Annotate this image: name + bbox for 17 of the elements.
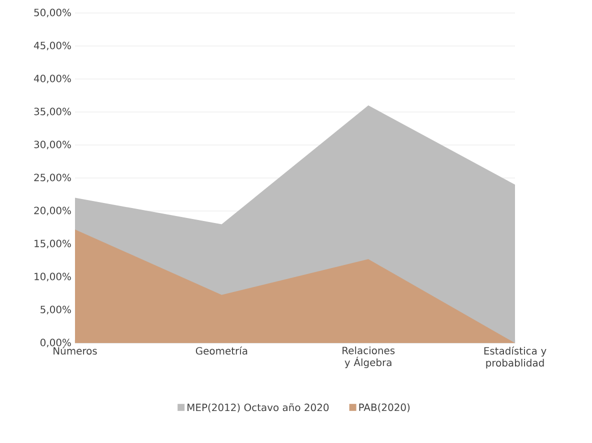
legend-label: PAB(2020) <box>359 403 410 412</box>
y-tick-label: 45,00% <box>34 42 71 50</box>
y-tick-label: 10,00% <box>34 272 71 282</box>
y-tick-label: 15,00% <box>34 240 71 248</box>
legend-label: MEP(2012) Octavo año 2020 <box>188 403 329 412</box>
x-tick-label: Estadística y probablidad <box>484 346 546 369</box>
x-tick-label: Números <box>54 346 97 355</box>
y-tick-label: 25,00% <box>34 174 71 182</box>
y-tick-label: 5,00% <box>40 306 71 314</box>
y-tick-label: 50,00% <box>34 8 71 18</box>
x-tick-label: Relaciones y Álgebra <box>342 346 395 368</box>
x-tick-label: Geometría <box>196 346 248 355</box>
y-tick-label: 20,00% <box>34 206 71 216</box>
y-tick-label: 30,00% <box>34 140 71 150</box>
y-tick-label: 0,00% <box>40 338 71 348</box>
y-tick-label: 35,00% <box>34 108 71 116</box>
y-tick-label: 40,00% <box>34 74 71 84</box>
